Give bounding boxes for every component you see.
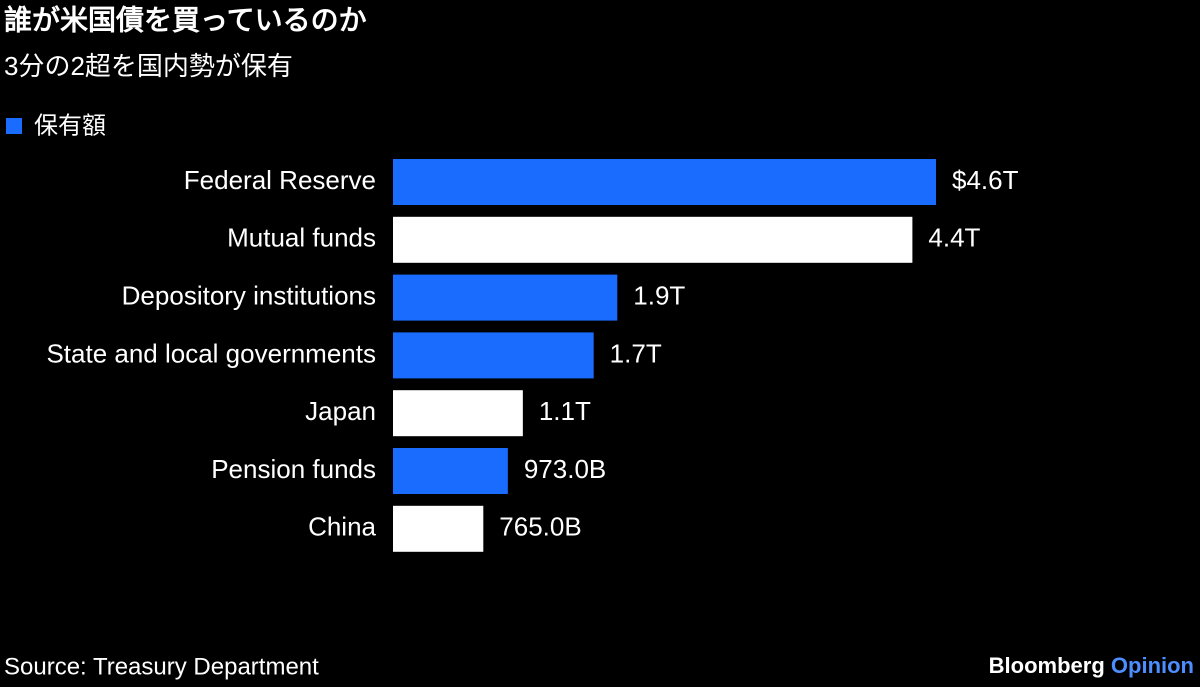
value-label: 1.1T [539,396,591,426]
brand-name: Bloomberg [989,653,1105,678]
y-tick-label: Japan [305,396,376,426]
y-tick-label: Federal Reserve [184,165,376,195]
bar [393,216,913,263]
y-tick-label: State and local governments [46,338,376,368]
bar [393,332,594,379]
bar [393,159,936,205]
source: Source: Treasury Department [4,653,319,680]
brand-sub: Opinion [1111,653,1194,678]
value-label: 973.0B [524,454,606,484]
bar [393,274,618,321]
value-label: 765.0B [499,512,581,542]
y-tick-label: Pension funds [211,454,376,484]
bar [393,505,484,552]
value-label: 1.9T [633,280,685,310]
value-label: $4.6T [952,165,1019,195]
y-tick-label: Mutual funds [227,223,376,253]
value-label: 1.7T [610,338,662,368]
chart-subtitle: 3分の2超を国内勢が保有 [4,51,293,81]
chart-title: 誰が米国債を買っているのか [4,3,367,35]
bar [393,448,508,494]
legend-swatch [6,118,22,134]
legend-label: 保有額 [34,112,106,139]
y-tick-label: China [308,512,376,542]
brand: Bloomberg Opinion [989,653,1194,678]
bar [393,390,523,437]
y-tick-label: Depository institutions [122,280,376,310]
value-label: 4.4T [928,223,980,253]
